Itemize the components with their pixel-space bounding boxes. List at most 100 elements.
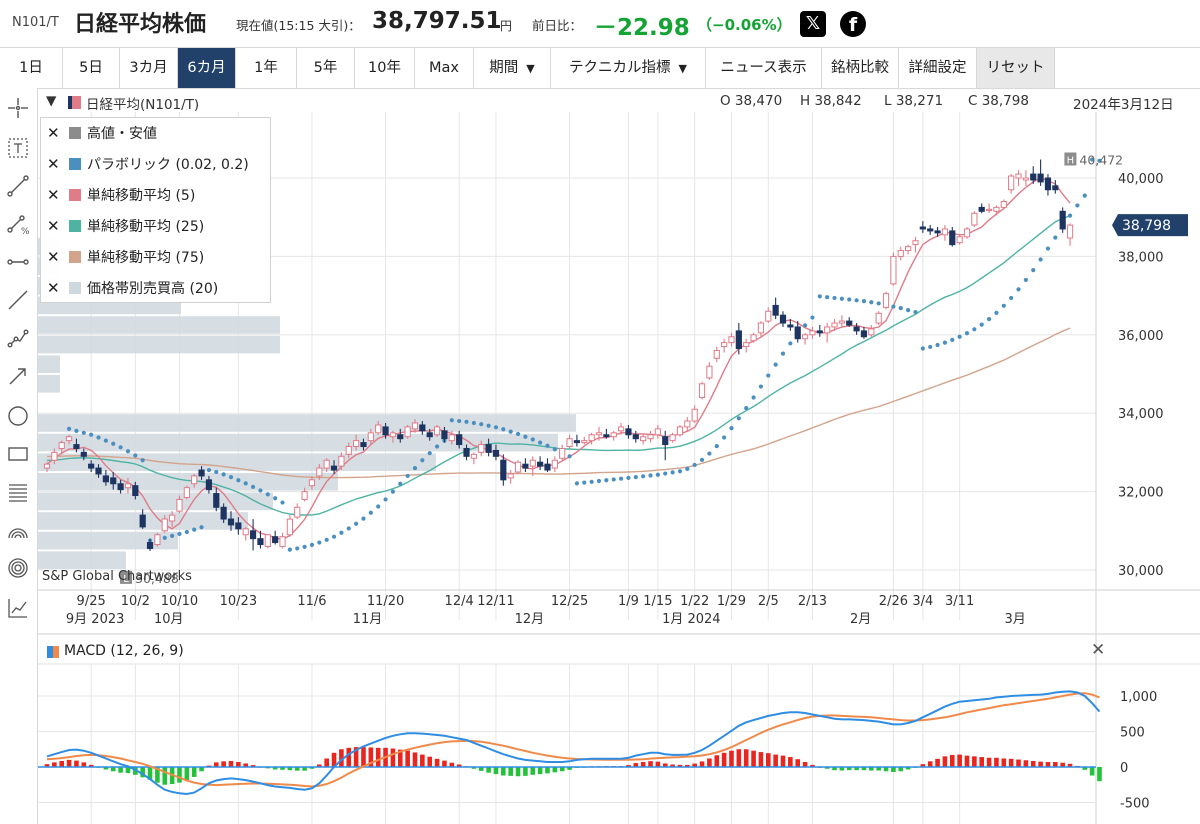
crosshair-icon[interactable] [6, 96, 30, 120]
sar-dot [574, 481, 580, 486]
macd-histogram-bar [861, 767, 867, 771]
chart-settings-icon[interactable] [6, 596, 30, 620]
last-price-tag [1112, 214, 1188, 237]
range-10y-button[interactable]: 10年 [355, 48, 415, 88]
candle [65, 434, 73, 445]
sar-dot [648, 473, 653, 478]
remove-indicator-icon[interactable]: ✕ [47, 279, 60, 297]
candle-body [912, 240, 919, 246]
range-5y-button[interactable]: 5年 [297, 48, 355, 88]
macd-histogram-bar [780, 755, 786, 767]
price-chart[interactable]: 30,000 32,000 34,000 36,000 38,000 40,000 9/25… [38, 88, 1200, 824]
close-icon[interactable]: ✕ [1091, 640, 1106, 660]
candle [588, 432, 595, 445]
period-dropdown[interactable]: 期間 ▼ [474, 48, 551, 88]
candle [809, 326, 816, 339]
candle [728, 332, 735, 347]
line-tool-icon[interactable] [6, 174, 30, 198]
candle-body [816, 330, 823, 334]
candle [772, 297, 779, 320]
macd-histogram-bar [854, 767, 859, 771]
candle [441, 426, 448, 443]
range-5d-button[interactable]: 5日 [63, 48, 120, 88]
range-max-button[interactable]: Max [415, 48, 474, 88]
candle [905, 244, 912, 255]
price-change-percent: （−0.06%） [697, 16, 792, 34]
candle-body [875, 312, 882, 324]
candle-body [117, 483, 124, 491]
fibonacci-lines-icon[interactable] [6, 480, 30, 504]
macd-histogram-bar [44, 764, 50, 767]
macd-histogram-bar [250, 765, 256, 767]
ohlc-high: H 38,842 [800, 93, 862, 109]
reset-button[interactable]: リセット [977, 48, 1055, 88]
range-1y-button[interactable]: 1年 [236, 48, 297, 88]
sar-dot [950, 337, 955, 342]
macd-histogram-bar [832, 767, 837, 771]
percent-line-icon[interactable]: % [6, 212, 30, 236]
candle-body [213, 493, 220, 508]
candle-body [88, 463, 95, 469]
y-tick-label: 34,000 [1118, 407, 1164, 422]
series-collapse-caret[interactable]: ▼ [46, 93, 57, 109]
x-logo-icon[interactable]: 𝕏 [800, 11, 826, 37]
rectangle-icon[interactable] [6, 442, 30, 466]
sar-dot [582, 480, 587, 485]
sar-dot [802, 323, 808, 328]
remove-indicator-icon[interactable]: ✕ [47, 248, 60, 266]
horizontal-segment-icon[interactable] [6, 250, 30, 274]
remove-indicator-icon[interactable]: ✕ [47, 124, 60, 142]
macd-histogram-bar [707, 758, 712, 767]
remove-indicator-icon[interactable]: ✕ [47, 186, 60, 204]
candle [1015, 170, 1022, 186]
sar-dot [221, 472, 226, 477]
remove-indicator-icon[interactable]: ✕ [47, 217, 60, 235]
remove-indicator-icon[interactable]: ✕ [47, 155, 60, 173]
candle-body [146, 542, 154, 549]
candle-body [757, 322, 765, 334]
candle-body [183, 487, 190, 498]
x-tick-label: 1/15 [643, 594, 672, 609]
circle-icon[interactable] [6, 404, 30, 428]
sar-dot [670, 470, 675, 475]
macd-histogram-bar [456, 764, 462, 767]
svg-text:%: % [21, 227, 30, 236]
candle-body [433, 426, 441, 436]
macd-histogram-bar [942, 756, 948, 767]
macd-histogram-bar [626, 765, 631, 767]
range-1d-button[interactable]: 1日 [0, 48, 63, 88]
sar-dot [898, 306, 903, 311]
candle-body [949, 230, 956, 246]
candle-body [257, 538, 264, 546]
candle-body [831, 322, 838, 328]
arc-icon[interactable] [6, 518, 30, 542]
macd-histogram-bar [846, 767, 852, 771]
candle [669, 432, 676, 443]
macd-histogram-bar [140, 767, 145, 778]
range-6m-button[interactable]: 6カ月 [178, 48, 236, 88]
show-news-button[interactable]: ニュース表示 [706, 48, 822, 88]
arrow-icon[interactable] [6, 364, 30, 388]
text-tool-icon[interactable] [6, 136, 30, 160]
candle [235, 517, 242, 535]
candle [191, 473, 198, 488]
candle-body [691, 408, 698, 422]
spiral-icon[interactable] [6, 556, 30, 580]
polyline-icon[interactable] [6, 326, 30, 350]
sar-dot [920, 346, 925, 351]
candle-body [249, 530, 257, 540]
compare-button[interactable]: 銘柄比較 [822, 48, 899, 88]
candle [824, 323, 831, 343]
technical-indicators-dropdown[interactable]: テクニカル指標 ▼ [551, 48, 706, 88]
range-3m-button[interactable]: 3カ月 [120, 48, 178, 88]
volume-profile-bar [38, 355, 60, 373]
sar-dot [368, 510, 373, 515]
macd-histogram-bar [324, 758, 329, 767]
facebook-logo-icon[interactable]: f [840, 11, 866, 37]
sar-dot [1023, 277, 1028, 283]
candle-body [537, 461, 544, 467]
candle-body [897, 250, 904, 257]
sar-dot [986, 317, 992, 322]
advanced-settings-button[interactable]: 詳細設定 [899, 48, 977, 88]
trendline-icon[interactable] [6, 288, 30, 312]
